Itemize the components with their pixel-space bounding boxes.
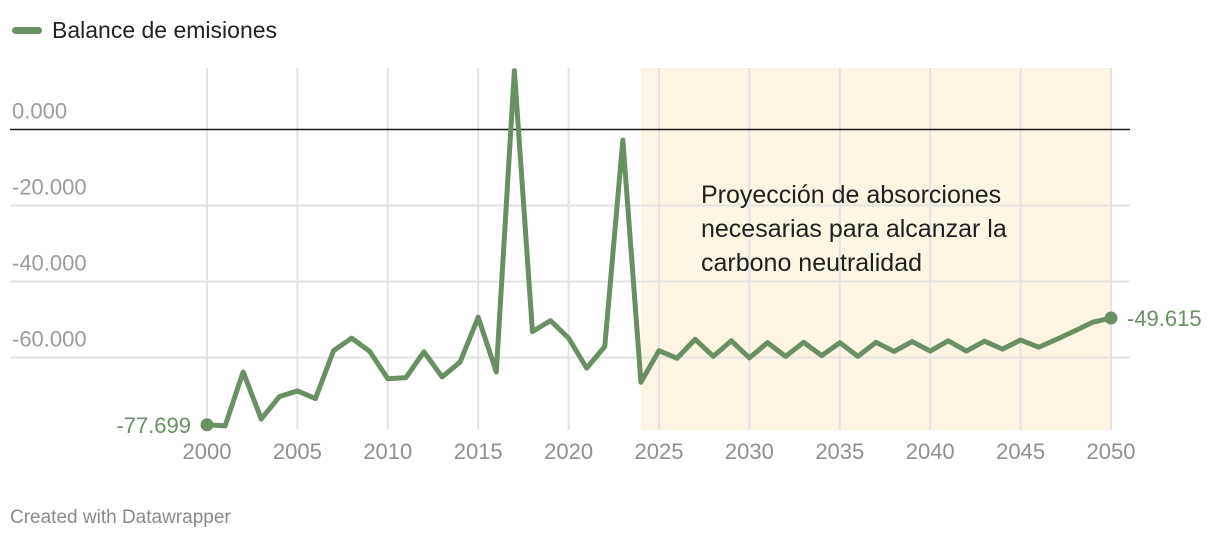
data-point (494, 369, 499, 374)
y-tick-label: -60.000 (12, 327, 87, 352)
data-point (295, 388, 300, 393)
data-point (964, 349, 969, 354)
x-tick-label: 2000 (183, 439, 232, 464)
data-point (982, 339, 987, 344)
data-point (837, 340, 842, 345)
data-point (765, 340, 770, 345)
end-point-marker (1104, 311, 1118, 325)
projection-annotation: Proyección de absorciones necesarias para… (701, 181, 1007, 277)
data-point (530, 329, 535, 334)
data-point (675, 356, 680, 361)
data-point (928, 349, 933, 354)
data-point (602, 344, 607, 349)
chart-legend: Balance de emisiones (12, 14, 277, 46)
x-tick-label: 2045 (996, 439, 1045, 464)
start-value-label: -77.699 (116, 413, 191, 438)
data-point (476, 315, 481, 320)
end-value-label: -49.615 (1127, 306, 1202, 331)
data-point (403, 375, 408, 380)
x-tick-label: 2040 (906, 439, 955, 464)
data-point (241, 369, 246, 374)
x-tick-label: 2050 (1087, 439, 1136, 464)
y-tick-label: 0.000 (12, 99, 67, 124)
legend-swatch (12, 26, 42, 34)
projection-annotation-line: Proyección de absorciones (701, 181, 1001, 209)
data-point (349, 336, 354, 341)
x-tick-label: 2025 (635, 439, 684, 464)
data-point (1000, 347, 1005, 352)
data-point (855, 354, 860, 359)
data-point (421, 349, 426, 354)
data-point (331, 348, 336, 353)
data-point (440, 374, 445, 379)
chart-credit: Created with Datawrapper (10, 507, 231, 528)
projection-annotation-line: carbono neutralidad (701, 249, 922, 277)
data-point (1018, 338, 1023, 343)
data-point (946, 338, 951, 343)
data-point (1072, 328, 1077, 333)
data-point (747, 355, 752, 360)
data-point (367, 349, 372, 354)
data-point (819, 353, 824, 358)
legend-label: Balance de emisiones (52, 16, 278, 43)
x-tick-label: 2030 (725, 439, 774, 464)
data-point (638, 380, 643, 385)
data-point (566, 336, 571, 341)
x-tick-label: 2020 (544, 439, 593, 464)
data-point (711, 354, 716, 359)
x-tick-label: 2005 (273, 439, 322, 464)
data-point (693, 337, 698, 342)
y-tick-label: -40.000 (12, 251, 87, 276)
data-point (910, 339, 915, 344)
data-point (801, 340, 806, 345)
y-tick-label: -20.000 (12, 175, 87, 200)
x-tick-label: 2035 (815, 439, 864, 464)
data-point (657, 348, 662, 353)
data-point (892, 349, 897, 354)
data-point (277, 394, 282, 399)
data-point (458, 360, 463, 365)
data-point (385, 376, 390, 381)
data-point (1090, 320, 1095, 325)
data-point (783, 354, 788, 359)
projection-highlight-band (640, 68, 1111, 430)
data-point (223, 423, 228, 428)
data-point (548, 318, 553, 323)
data-point (313, 396, 318, 401)
data-point (729, 338, 734, 343)
data-point (873, 340, 878, 345)
x-tick-label: 2015 (454, 439, 503, 464)
data-point (259, 417, 264, 422)
data-point (1054, 337, 1059, 342)
data-point (620, 138, 625, 143)
data-point (584, 366, 589, 371)
data-point (512, 68, 517, 73)
projection-annotation-line: necesarias para alcanzar la (701, 215, 1007, 243)
start-point-marker (200, 418, 214, 432)
data-point (1036, 345, 1041, 350)
series-line-balance-de-emisiones (204, 68, 1114, 429)
x-tick-label: 2010 (363, 439, 412, 464)
